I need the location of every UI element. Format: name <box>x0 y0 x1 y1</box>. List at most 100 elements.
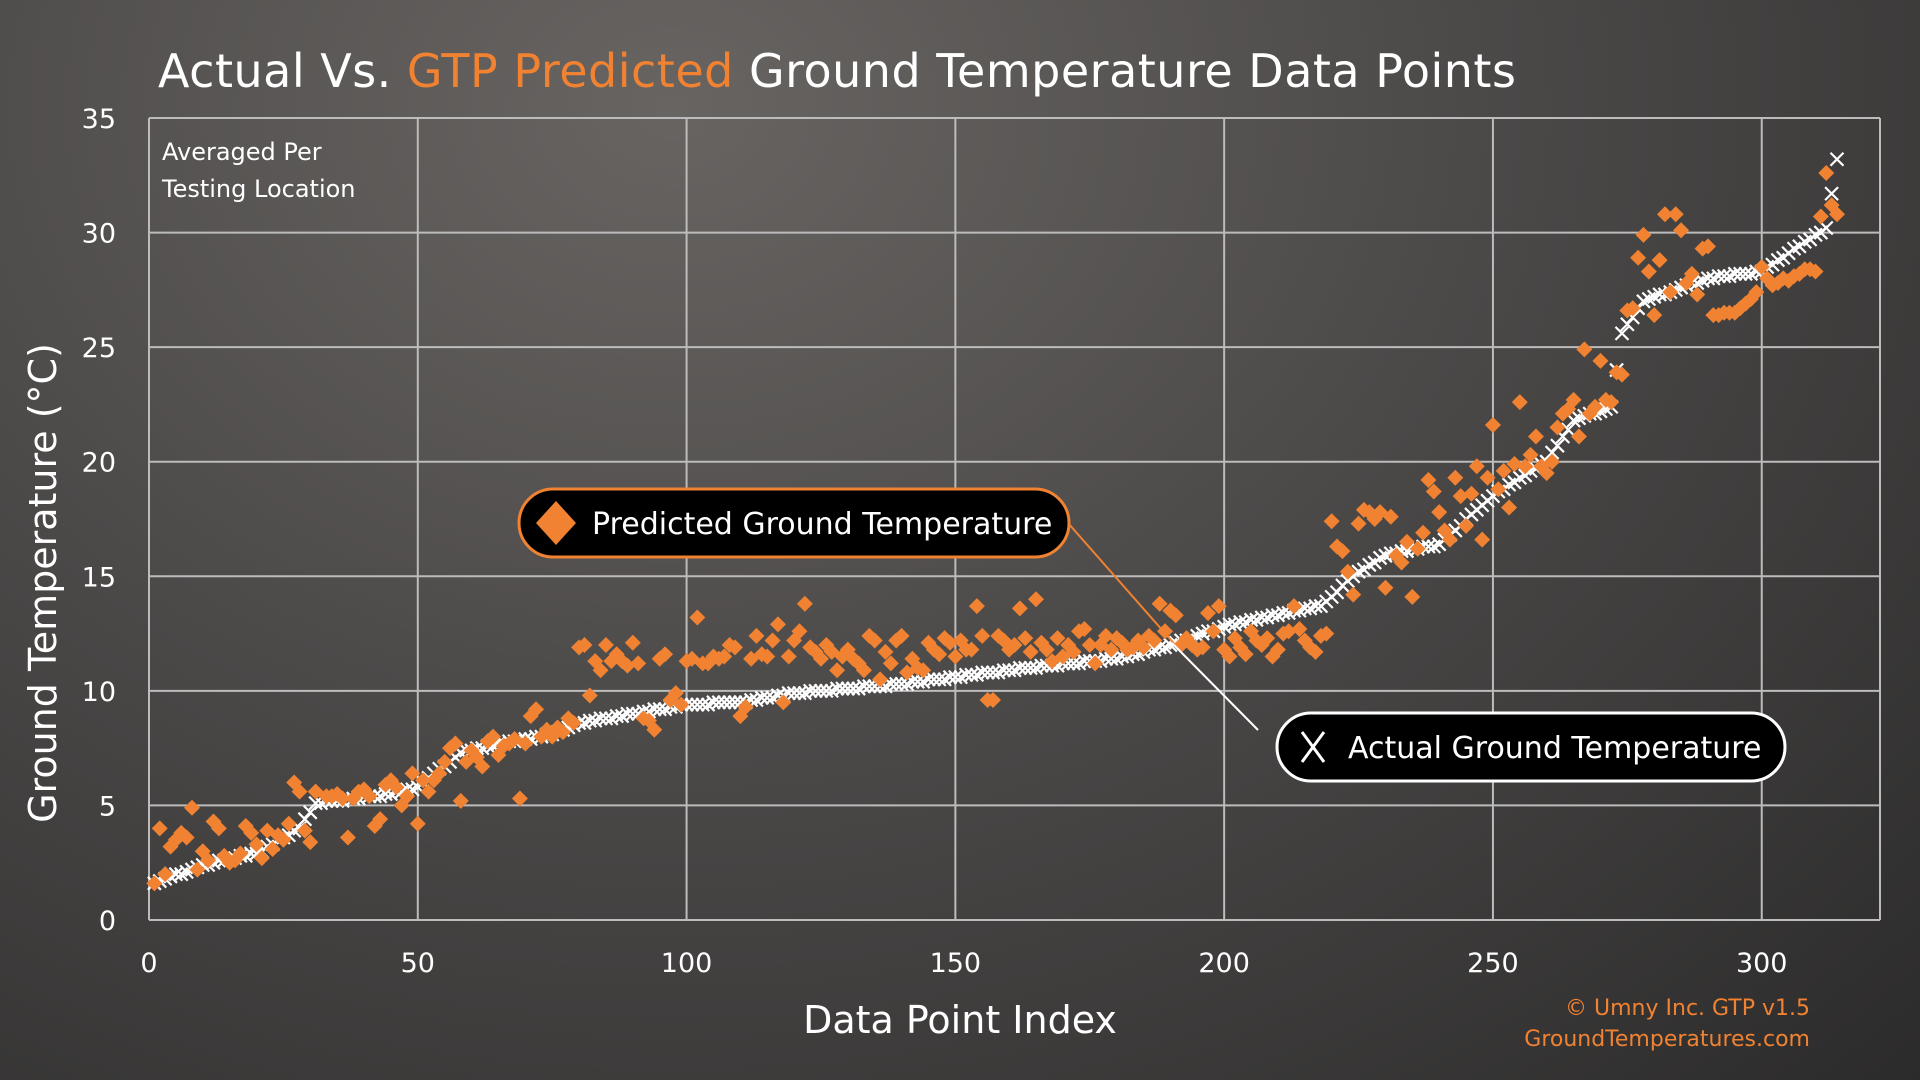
actual-point-147 <box>931 672 947 687</box>
predicted-point-190 <box>1167 607 1184 624</box>
predicted-point-81 <box>581 687 598 704</box>
predicted-point-242 <box>1447 469 1464 486</box>
actual-point-238 <box>1421 539 1436 554</box>
series-predicted <box>146 164 1845 892</box>
predicted-point-216 <box>1307 643 1324 660</box>
predicted-point-200 <box>1221 648 1238 665</box>
predicted-point-173 <box>1076 620 1093 637</box>
predicted-point-57 <box>452 792 469 809</box>
actual-point-30 <box>302 805 318 820</box>
title-part-actual: Actual Vs. <box>158 44 407 98</box>
actual-point-290 <box>1700 271 1716 286</box>
predicted-point-110 <box>737 698 754 715</box>
predicted-point-63 <box>485 728 502 745</box>
predicted-point-139 <box>893 627 910 644</box>
actual-point-124 <box>808 683 823 699</box>
predicted-point-161 <box>1011 600 1028 617</box>
actual-point-95 <box>652 701 667 717</box>
note-line-2: Testing Location <box>161 175 356 203</box>
actual-point-156 <box>980 665 995 680</box>
predicted-point-89 <box>624 634 641 651</box>
actual-point-108 <box>722 695 737 710</box>
predicted-point-309 <box>1807 263 1824 280</box>
predicted-point-21 <box>253 850 270 867</box>
actual-point-172 <box>1066 656 1081 671</box>
predicted-point-221 <box>1334 543 1351 560</box>
actual-point-114 <box>754 690 770 706</box>
y-axis-title: Ground Temperature (°C) <box>21 343 65 823</box>
predicted-point-229 <box>1377 579 1394 596</box>
actual-point-262 <box>1550 438 1565 453</box>
legend-predicted-label: Predicted Ground Temperature <box>592 507 1052 542</box>
predicted-point-235 <box>1409 540 1426 557</box>
y-tick-label-25: 25 <box>82 333 116 364</box>
predicted-point-23 <box>264 840 281 857</box>
y-tick-labels: 0 5 10 15 20 25 30 35 <box>82 104 116 937</box>
actual-point-296 <box>1732 266 1748 282</box>
predicted-point-19 <box>243 824 260 841</box>
predicted-point-56 <box>447 735 464 752</box>
predicted-point-127 <box>829 662 846 679</box>
predicted-point-106 <box>716 648 733 665</box>
actual-point-264 <box>1560 422 1576 437</box>
predicted-point-61 <box>474 758 491 775</box>
legend-predicted-box <box>517 487 1071 559</box>
predicted-point-13 <box>210 820 227 837</box>
actual-point-94 <box>647 701 662 717</box>
predicted-point-174 <box>1081 637 1098 654</box>
y-tick-label-15: 15 <box>82 562 116 593</box>
actual-point-211 <box>1276 605 1291 621</box>
predicted-point-207 <box>1259 630 1276 647</box>
predicted-point-168 <box>1049 630 1066 647</box>
predicted-point-98 <box>673 696 690 713</box>
predicted-point-175 <box>1087 655 1104 672</box>
y-tick-label-30: 30 <box>82 219 116 250</box>
grid-lines <box>148 117 1881 921</box>
actual-point-128 <box>829 681 845 696</box>
predicted-point-47 <box>399 788 416 805</box>
predicted-point-88 <box>619 657 636 674</box>
predicted-point-196 <box>1200 604 1217 621</box>
x-mark-icon <box>1300 731 1326 763</box>
predicted-point-244 <box>1458 517 1475 534</box>
predicted-point-134 <box>866 632 883 649</box>
actual-point-44 <box>378 786 393 802</box>
predicted-point-224 <box>1350 515 1367 532</box>
actual-point-150 <box>948 669 963 685</box>
predicted-point-29 <box>296 822 313 839</box>
predicted-point-260 <box>1544 453 1561 470</box>
predicted-point-51 <box>420 783 437 800</box>
actual-point-89 <box>620 706 635 722</box>
predicted-point-283 <box>1667 206 1684 223</box>
predicted-point-69 <box>517 735 534 752</box>
actual-point-139 <box>888 676 904 692</box>
actual-point-153 <box>964 667 979 683</box>
actual-point-157 <box>985 665 1001 680</box>
predicted-point-154 <box>974 627 991 644</box>
actual-point-179 <box>1103 651 1119 667</box>
actual-point-87 <box>609 708 624 724</box>
predicted-point-48 <box>404 765 421 782</box>
predicted-point-213 <box>1291 620 1308 637</box>
predicted-point-243 <box>1452 488 1469 505</box>
actual-point-164 <box>1023 660 1038 676</box>
predicted-callout-line <box>1067 522 1179 649</box>
x-tick-label-200: 200 <box>1198 948 1250 979</box>
predicted-point-7 <box>178 829 195 846</box>
y-tick-label-20: 20 <box>82 448 116 479</box>
predicted-point-97 <box>667 685 684 702</box>
predicted-point-40 <box>361 788 378 805</box>
actual-point-121 <box>792 685 807 701</box>
x-tick-label-250: 250 <box>1467 948 1519 979</box>
predicted-point-146 <box>931 646 948 663</box>
actual-point-313 <box>1824 186 1839 201</box>
predicted-point-198 <box>1210 598 1227 615</box>
predicted-point-124 <box>812 650 829 667</box>
predicted-point-261 <box>1549 419 1566 436</box>
predicted-point-26 <box>280 815 297 832</box>
predicted-point-287 <box>1689 286 1706 303</box>
predicted-point-241 <box>1441 531 1458 548</box>
predicted-point-163 <box>1022 643 1039 660</box>
predicted-point-186 <box>1146 632 1163 649</box>
predicted-point-120 <box>791 623 808 640</box>
